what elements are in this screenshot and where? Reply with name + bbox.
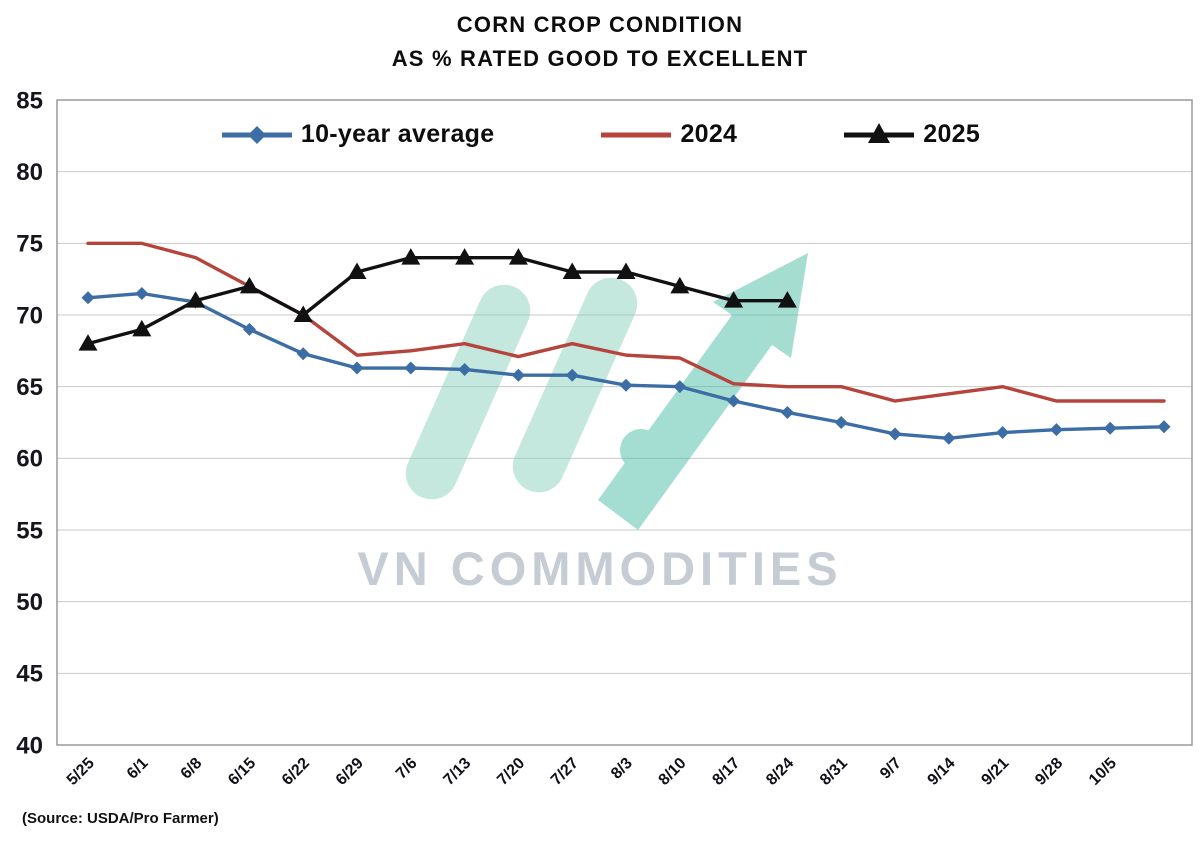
triangle-marker-icon bbox=[562, 262, 582, 279]
diamond-marker-icon bbox=[350, 361, 364, 375]
watermark-arrow-icon bbox=[405, 253, 808, 530]
triangle-marker-icon bbox=[239, 276, 259, 294]
diamond-marker-icon bbox=[296, 347, 310, 361]
y-tick-label: 40 bbox=[16, 732, 43, 759]
triangle-marker-icon bbox=[186, 291, 206, 308]
y-tick-label: 80 bbox=[16, 159, 43, 186]
diamond-marker-icon bbox=[727, 394, 741, 408]
legend-label: 2025 bbox=[923, 120, 981, 148]
triangle-marker-icon bbox=[455, 248, 475, 265]
diamond-marker-icon bbox=[135, 287, 149, 300]
x-tick-label: 6/1 bbox=[124, 755, 152, 783]
triangle-marker-icon bbox=[670, 276, 690, 294]
diamond-marker-icon bbox=[780, 405, 794, 419]
x-tick-label: 8/17 bbox=[709, 755, 743, 789]
legend-item-2025: 2025 bbox=[842, 120, 980, 149]
diamond-marker-icon bbox=[619, 378, 633, 392]
legend-swatch-icon bbox=[601, 132, 672, 137]
diamond-marker-icon bbox=[673, 380, 687, 394]
x-tick-label: 7/6 bbox=[393, 755, 421, 783]
diamond-marker-icon bbox=[996, 426, 1010, 440]
chart-legend: 10-year average 2024 2025 bbox=[20, 120, 1180, 149]
y-tick-label: 85 bbox=[16, 87, 43, 114]
diamond-marker-icon bbox=[242, 322, 256, 336]
x-tick-label: 9/28 bbox=[1032, 755, 1066, 789]
diamond-marker-icon bbox=[1103, 421, 1117, 435]
x-tick-label: 9/7 bbox=[877, 755, 905, 783]
x-tick-label: 10/5 bbox=[1086, 755, 1120, 789]
x-tick-label: 8/10 bbox=[656, 755, 690, 789]
chart-gridlines bbox=[56, 99, 1193, 746]
y-tick-label: 60 bbox=[16, 446, 43, 473]
triangle-marker-icon bbox=[293, 305, 313, 322]
x-tick-label: 5/25 bbox=[64, 755, 98, 789]
legend-label: 2024 bbox=[680, 120, 738, 148]
y-tick-label: 45 bbox=[16, 661, 43, 688]
diamond-marker-icon bbox=[1049, 423, 1063, 437]
diamond-marker-icon bbox=[942, 431, 956, 445]
legend-item-2024: 2024 bbox=[599, 120, 737, 149]
x-tick-label: 6/8 bbox=[178, 755, 206, 783]
x-tick-label: 9/14 bbox=[925, 755, 959, 789]
legend-swatch-icon bbox=[221, 125, 292, 144]
y-tick-label: 55 bbox=[16, 517, 43, 544]
chart-series bbox=[78, 241, 1171, 445]
diamond-marker-icon bbox=[565, 368, 579, 382]
diamond-marker-icon bbox=[834, 416, 848, 429]
y-tick-label: 75 bbox=[16, 231, 43, 258]
diamond-marker-icon bbox=[1157, 420, 1171, 434]
chart-title: CORN CROP CONDITION bbox=[456, 12, 744, 37]
diamond-marker-icon bbox=[404, 361, 418, 375]
triangle-marker-icon bbox=[777, 291, 797, 308]
triangle-marker-icon bbox=[616, 262, 636, 279]
x-tick-label: 6/15 bbox=[225, 755, 259, 789]
chart-subtitle: AS % RATED GOOD TO EXCELLENT bbox=[391, 46, 809, 72]
x-tick-label: 9/21 bbox=[978, 755, 1012, 789]
y-tick-label: 70 bbox=[16, 302, 43, 329]
triangle-marker-icon bbox=[401, 248, 421, 265]
triangle-marker-icon bbox=[724, 291, 744, 308]
triangle-marker-icon bbox=[508, 248, 528, 265]
legend-item-10-year-average: 10-year average bbox=[220, 120, 495, 149]
x-tick-label: 8/24 bbox=[763, 755, 797, 789]
x-tick-label: 6/29 bbox=[333, 755, 367, 789]
source-label: (Source: USDA/Pro Farmer) bbox=[22, 810, 219, 827]
legend-swatch-icon bbox=[844, 122, 915, 143]
watermark-text: VN COMMODITIES bbox=[357, 542, 842, 595]
diamond-marker-icon bbox=[458, 362, 472, 376]
diamond-marker-icon bbox=[81, 291, 95, 305]
diamond-marker-icon bbox=[888, 427, 902, 441]
series-line-2 bbox=[86, 255, 790, 346]
x-tick-label: 8/31 bbox=[817, 755, 851, 789]
y-tick-label: 65 bbox=[16, 374, 43, 401]
x-tick-label: 8/3 bbox=[608, 755, 636, 783]
triangle-marker-icon bbox=[132, 319, 152, 337]
x-tick-label: 7/27 bbox=[548, 755, 582, 789]
triangle-marker-icon bbox=[347, 262, 367, 279]
chart-header: CORN CROP CONDITION AS % RATED GOOD TO E… bbox=[0, 8, 1200, 76]
diamond-marker-icon bbox=[511, 368, 525, 382]
x-tick-label: 7/20 bbox=[494, 755, 528, 789]
legend-label: 10-year average bbox=[300, 120, 495, 148]
x-tick-label: 6/22 bbox=[279, 755, 313, 789]
y-tick-label: 50 bbox=[16, 589, 43, 616]
triangle-marker-icon bbox=[78, 334, 98, 351]
x-tick-label: 7/13 bbox=[440, 755, 474, 789]
